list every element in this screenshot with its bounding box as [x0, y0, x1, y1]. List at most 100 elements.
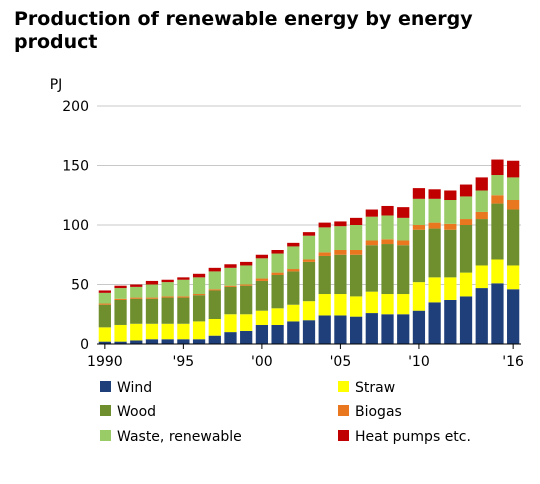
bar-segment: [349, 217, 363, 225]
x-tick-label: '05: [330, 354, 352, 370]
bar-segment: [98, 304, 111, 328]
bar-segment: [491, 195, 504, 204]
bar-segment: [98, 341, 111, 344]
bar-segment: [224, 286, 237, 315]
bar-segment: [192, 295, 206, 322]
bar-segment: [240, 261, 253, 266]
bar-segment: [507, 265, 520, 290]
bar-segment: [255, 278, 269, 281]
bar-segment: [98, 292, 111, 304]
bar-segment: [302, 320, 316, 344]
bar-segment: [271, 308, 284, 325]
bar-segment: [334, 249, 347, 255]
bar-segment: [349, 254, 363, 297]
bar-segment: [208, 289, 221, 291]
bar-segment: [381, 215, 394, 240]
bar-segment: [302, 261, 316, 302]
bar-segment: [161, 282, 174, 297]
bar-segment: [208, 271, 221, 290]
bar-segment: [444, 223, 457, 230]
bar-segment: [491, 159, 504, 176]
bar-segment: [130, 298, 143, 324]
bar-segment: [224, 267, 237, 286]
bar-segment: [114, 299, 127, 325]
bar-segment: [98, 303, 111, 305]
bar-segment: [145, 298, 159, 324]
bar-segment: [491, 203, 504, 260]
bar-segment: [224, 332, 237, 344]
bar-segment: [224, 264, 237, 268]
bar-segment: [318, 315, 331, 344]
bar-segment: [507, 209, 520, 266]
bar-segment: [397, 217, 410, 241]
legend-swatch: [100, 381, 111, 392]
bar-segment: [161, 339, 174, 344]
chart-title: Production of renewable energy by energy…: [14, 8, 473, 53]
bar-segment: [130, 284, 143, 287]
bar-segment: [412, 229, 426, 283]
bar-segment: [145, 323, 159, 340]
bar-segment: [444, 277, 457, 300]
legend-label: Biogas: [355, 404, 402, 420]
bar-segment: [192, 321, 206, 340]
bar-segment: [475, 288, 488, 344]
bar-segment: [459, 272, 473, 297]
bar-segment: [365, 291, 378, 314]
legend-swatch: [338, 430, 349, 441]
bar-segment: [397, 240, 410, 246]
legend-label: Straw: [355, 380, 395, 396]
bar-segment: [349, 316, 363, 344]
bar-segment: [381, 239, 394, 245]
bar-segment: [255, 324, 269, 344]
bar-segment: [365, 245, 378, 292]
bar-segment: [507, 289, 520, 344]
bar-segment: [114, 298, 127, 300]
bar-segment: [302, 301, 316, 321]
x-tick-label: '10: [408, 354, 430, 370]
bar-segment: [114, 324, 127, 342]
bar-segment: [255, 254, 269, 259]
legend-swatch: [338, 405, 349, 416]
y-tick-label: 100: [62, 218, 89, 234]
bar-segment: [255, 280, 269, 311]
bar-segment: [349, 225, 363, 250]
legend-label: Wind: [117, 380, 152, 396]
bar-segment: [491, 175, 504, 196]
bar-segment: [302, 232, 316, 236]
bar-segment: [428, 222, 441, 229]
x-tick-label: '95: [173, 354, 195, 370]
bar-segment: [177, 297, 190, 324]
bar-segment: [475, 219, 488, 266]
bar-segment: [412, 225, 426, 230]
bar-segment: [318, 222, 331, 228]
bar-segment: [459, 196, 473, 220]
bars: [98, 159, 520, 344]
bar-segment: [271, 274, 284, 309]
bar-segment: [287, 304, 300, 322]
bar-segment: [145, 280, 159, 285]
bar-segment: [397, 207, 410, 218]
bar-segment: [412, 282, 426, 311]
y-tick-label: 0: [80, 337, 89, 353]
bar-segment: [428, 302, 441, 344]
x-axis: 1990 '95 '00 '05 '10 '16: [87, 343, 524, 370]
bar-segment: [428, 198, 441, 223]
bar-segment: [302, 235, 316, 260]
bar-segment: [161, 297, 174, 324]
bar-segment: [334, 221, 347, 227]
bar-segment: [365, 216, 378, 241]
bar-segment: [287, 242, 300, 247]
bar-segment: [271, 249, 284, 254]
bar-segment: [334, 226, 347, 250]
bar-segment: [114, 341, 127, 344]
bar-segment: [444, 200, 457, 224]
bar-segment: [255, 258, 269, 279]
bar-segment: [130, 286, 143, 298]
bar-segment: [412, 188, 426, 199]
legend-swatch: [100, 430, 111, 441]
bar-segment: [459, 225, 473, 273]
bar-segment: [428, 228, 441, 278]
bar-segment: [365, 313, 378, 344]
bar-segment: [428, 189, 441, 199]
